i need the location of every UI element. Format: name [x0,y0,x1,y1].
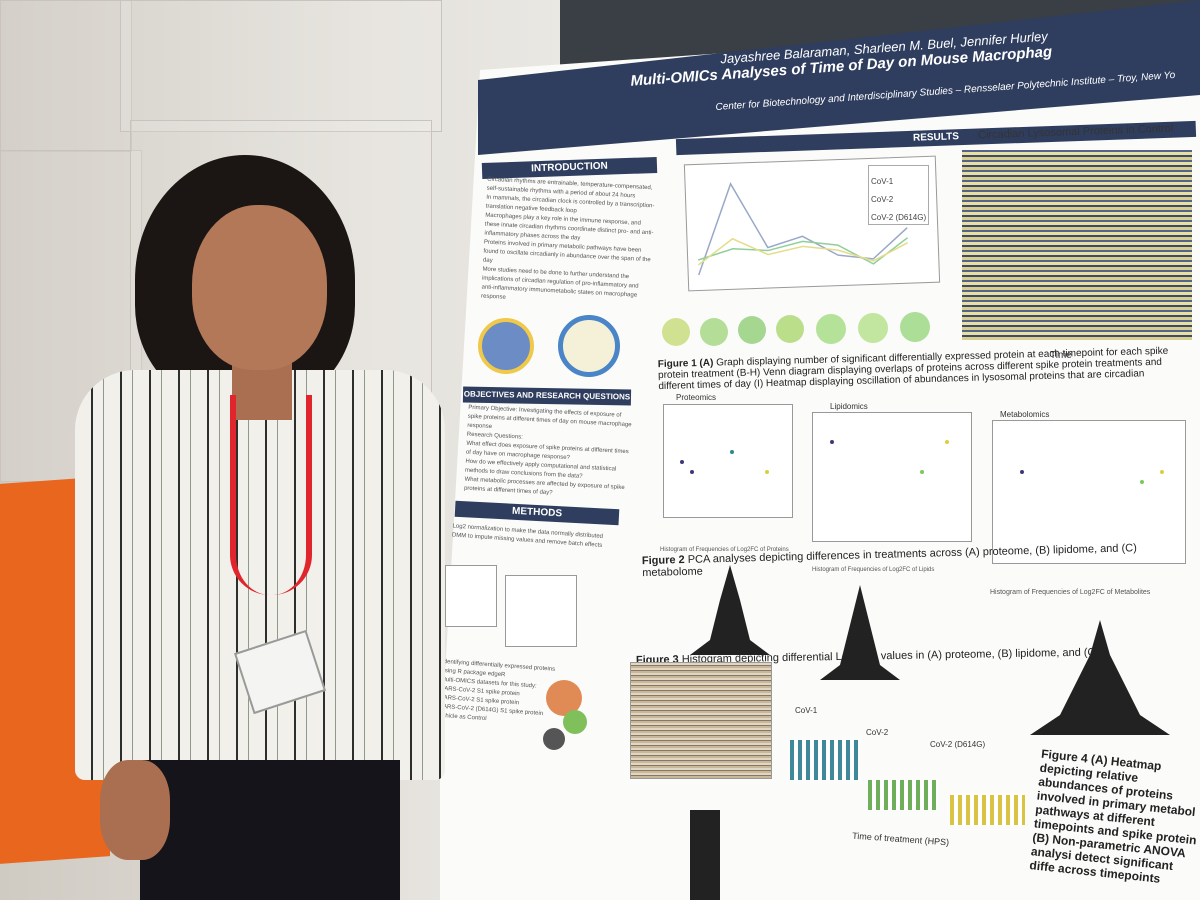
pca-plot-metabolomics [992,420,1186,564]
venn-h [900,312,930,342]
venn-g [858,313,888,343]
red-lanyard [230,395,312,595]
wall-panel [0,0,132,152]
venn-b [662,318,690,346]
person-hand [100,760,170,860]
pca-point [730,450,734,454]
series-cov1 [698,182,908,276]
pca-point [1160,470,1164,474]
objectives-header: OBJECTIVES AND RESEARCH QUESTIONS [462,386,632,406]
boxplot-label-cov2-d614g: CoV-2 (D614G) [930,740,986,749]
person-face [192,205,327,370]
pca-label-lipidomics: Lipidomics [830,402,868,411]
legend-cov1: CoV-1 [871,177,894,186]
boxplot-cov1 [790,740,860,780]
methods-text-2: Identifying differentially expressed pro… [438,658,556,723]
hist-shape [690,565,770,655]
boxplot-label-cov2: CoV-2 [866,728,889,737]
legend-cov2: CoV-2 [871,195,894,204]
venn-d [738,316,766,344]
hist-title-proteins: Histogram of Frequencies of Log2FC of Pr… [660,547,789,553]
introduction-text: Circadian rhythms are entrainable, tempe… [480,176,655,301]
series-cov2 [697,237,909,265]
series-cov2-d614g [697,237,909,266]
pca-point [1020,470,1024,474]
pca-point [765,470,769,474]
wall-panel [120,0,442,132]
pca-point [1140,480,1144,484]
pca-label-metabolomics: Metabolomics [1000,410,1050,419]
pca-point [920,470,924,474]
methods-plot [445,565,497,627]
histogram-metabolites [1030,620,1170,735]
metabolic-heatmap [630,662,772,779]
pca-point [690,470,694,474]
hist-shape [820,585,900,680]
circle-metabolites [543,728,565,750]
boxplot-cov2-d614g [950,795,1025,825]
pca-plot-lipidomics [812,412,972,542]
boxplot-cov2 [868,780,938,810]
hist-title-metabolites: Histogram of Frequencies of Log2FC of Me… [990,589,1151,596]
clock-diagram [558,315,620,377]
methods-plot [505,575,577,647]
venn-c [700,318,728,346]
histogram-proteins [690,565,770,655]
line-legend: CoV-1 CoV-2 CoV-2 (D614G) [868,165,930,225]
pca-point [680,460,684,464]
pca-point [945,440,949,444]
line-graph-svg [697,182,909,276]
venn-f [816,314,846,344]
lysosomal-heatmap [962,150,1192,340]
venn-e [776,315,804,343]
pca-plot-proteomics [663,404,793,518]
figure4-caption: Figure 4 (A) Heatmap depicting relative … [1028,746,1198,886]
hist-shape [1030,620,1170,735]
circle-lipids [563,710,587,734]
legend-cov2-d614g: CoV-2 (D614G) [871,213,927,222]
histogram-lipids [820,585,900,680]
easel-clamp [690,810,720,900]
clock-diagram [478,318,534,374]
hist-title-lipids: Histogram of Frequencies of Log2FC of Li… [812,567,935,573]
pca-point [830,440,834,444]
pca-label-proteomics: Proteomics [676,393,717,402]
objectives-text: Primary Objective: Investigating the eff… [463,404,632,497]
line-graph [683,155,941,292]
boxplot-label-cov1: CoV-1 [795,706,818,715]
heatmap-xlabel: Time [1050,350,1072,361]
person-pants [140,760,400,900]
